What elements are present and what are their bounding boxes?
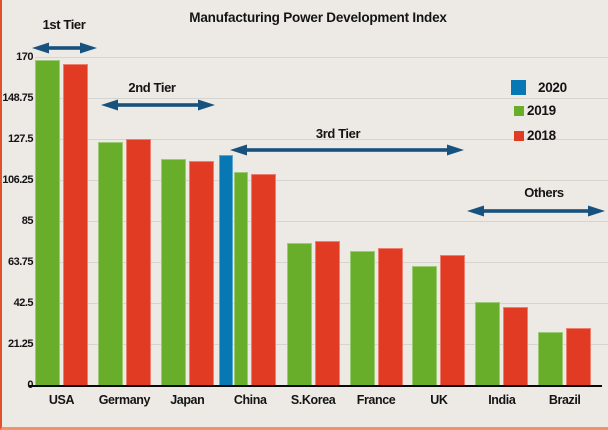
x-category-label: China	[233, 393, 267, 407]
tier-arrow-3-icon	[230, 144, 464, 156]
bar-brazil-2018	[566, 328, 592, 385]
tier-label-4: Others	[524, 185, 564, 200]
tier-label-2: 2nd Tier	[128, 80, 176, 95]
x-axis-line	[29, 385, 602, 387]
y-tick-label: 42.5	[13, 297, 34, 309]
bar-india-2018	[503, 307, 529, 385]
x-category-label: France	[356, 393, 396, 407]
bar-skorea-2018	[314, 241, 340, 385]
bar-china-2019	[233, 171, 248, 385]
y-tick-label: 21.25	[7, 338, 34, 350]
y-tick-label: 106.25	[2, 174, 33, 186]
gridline	[35, 220, 608, 222]
gridline	[35, 179, 608, 181]
gridline	[35, 97, 608, 99]
bar-japan-2018	[188, 161, 214, 385]
tier-arrow-1-icon	[32, 42, 97, 54]
x-category-label: India	[488, 393, 516, 407]
legend-swatch-2018	[514, 130, 524, 141]
y-tick-label: 85	[21, 215, 34, 227]
gridline	[35, 138, 608, 140]
bar-germany-2018	[125, 139, 151, 385]
bar-germany-2019	[97, 142, 123, 385]
legend-label-2020: 2020	[538, 80, 567, 95]
x-category-label: Japan	[170, 393, 205, 407]
legend-label-2018: 2018	[527, 128, 556, 143]
y-tick-label: 170	[16, 51, 33, 63]
tier-label-1: 1st Tier	[42, 17, 86, 32]
x-category-label: UK	[430, 393, 448, 407]
bar-uk-2019	[412, 265, 438, 385]
bar-uk-2018	[440, 254, 466, 385]
bar-china-2018	[250, 173, 276, 385]
chart-title: Manufacturing Power Development Index	[189, 10, 447, 25]
bar-france-2018	[377, 247, 403, 385]
x-category-label: Brazil	[548, 393, 581, 407]
bar-india-2019	[475, 302, 501, 385]
legend-swatch-2020	[511, 80, 526, 95]
gridline	[35, 56, 608, 58]
legend-label-2019: 2019	[527, 103, 556, 118]
tier-arrow-2-icon	[101, 99, 215, 111]
y-tick-label: 63.75	[7, 256, 34, 268]
legend-item-2018: 2018	[514, 128, 556, 143]
tier-arrow-4-icon	[467, 205, 605, 217]
legend-item-2019: 2019	[514, 103, 556, 118]
tier-label-3: 3rd Tier	[315, 126, 361, 141]
y-tick-label: 148.75	[2, 92, 33, 104]
bar-china-2020	[218, 155, 233, 385]
bar-usa-2018	[63, 63, 88, 385]
legend-item-2020: 2020	[511, 80, 567, 95]
bar-brazil-2019	[538, 331, 564, 385]
x-category-label: USA	[48, 393, 75, 407]
y-tick-label: 127.5	[7, 133, 34, 145]
bar-france-2019	[349, 251, 375, 385]
bar-usa-2019	[35, 59, 60, 385]
bar-skorea-2019	[286, 242, 312, 385]
x-category-label: S.Korea	[290, 393, 336, 407]
x-category-label: Germany	[98, 393, 151, 407]
legend-swatch-2019	[514, 105, 524, 116]
bar-japan-2019	[160, 159, 186, 385]
